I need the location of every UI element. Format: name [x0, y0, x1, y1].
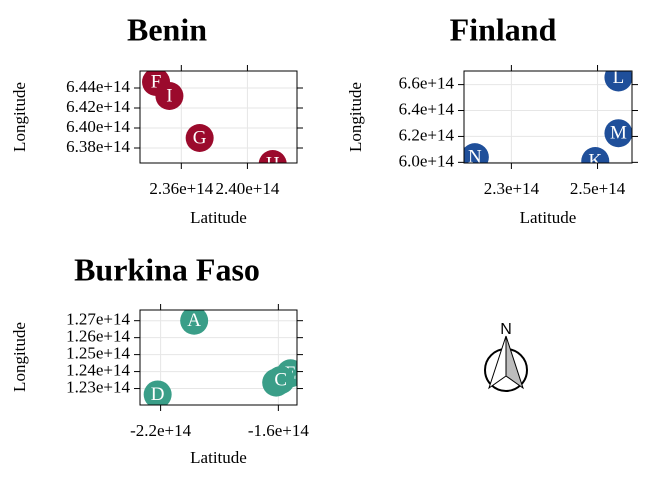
y-tick-label: 6.40e+14 [66, 117, 130, 136]
panel-frame [139, 70, 298, 164]
point-L [604, 71, 632, 92]
panel-finland: Finland L M N K 2.3e+14 2.5e+14 6.0e+14 6.2e+14 6… [346, 11, 638, 227]
y-tick-label: 6.0e+14 [399, 151, 455, 170]
y-axis-label: Longitude [10, 322, 29, 392]
point-label-H: H [266, 154, 280, 175]
point-N [464, 143, 489, 163]
x-axis-label: Latitude [520, 208, 577, 227]
point-H [258, 150, 287, 163]
panel-title: Finland [450, 11, 557, 47]
x-tick-label: -1.6e+14 [248, 421, 310, 440]
x-tick-label: -2.2e+14 [130, 421, 192, 440]
point-label-L: L [613, 67, 625, 88]
point-label-N: N [468, 147, 482, 168]
point-label-G: G [193, 128, 207, 149]
point-label-C: C [274, 370, 287, 391]
point-A [180, 310, 209, 335]
panel-frame [463, 70, 633, 164]
y-tick-label: 1.25e+14 [66, 344, 130, 363]
point-label-M: M [610, 123, 627, 144]
points-group: AEBCD [143, 310, 297, 405]
point-label-I: I [166, 86, 172, 107]
x-tick-label: 2.36e+14 [149, 179, 213, 198]
point-M [604, 119, 632, 148]
x-axis-label: Latitude [190, 208, 247, 227]
y-tick-label: 6.42e+14 [66, 97, 130, 116]
panel-benin: Benin FIG H 2.36e+14 2.40e+14 6.38e+146.40e+1… [10, 11, 303, 227]
point-K [581, 147, 610, 163]
x-tick-label: 2.40e+14 [215, 179, 279, 198]
y-axis-label: Longitude [346, 82, 365, 152]
x-axis-label: Latitude [190, 448, 247, 467]
x-tick-label: 2.5e+14 [570, 179, 626, 198]
point-I [155, 82, 184, 110]
y-tick-label: 6.2e+14 [399, 125, 455, 144]
y-tick-label: 1.23e+14 [66, 377, 130, 396]
y-tick-label: 6.44e+14 [66, 77, 130, 96]
panel-title: Burkina Faso [74, 251, 260, 287]
north-arrow-icon: N [484, 321, 528, 392]
y-tick-label: 1.24e+14 [66, 360, 130, 379]
point-label-D: D [151, 384, 165, 405]
point-label-K: K [588, 151, 602, 172]
north-arrow-label: N [500, 321, 512, 338]
point-G [185, 124, 214, 152]
panels: Benin FIG H 2.36e+14 2.40e+14 6.38e+146.40e+1… [10, 11, 638, 467]
point-C [266, 366, 295, 395]
y-tick-label: 6.6e+14 [399, 74, 455, 93]
point-D [143, 380, 172, 405]
y-axis-label: Longitude [10, 82, 29, 152]
points-group: L M N K [464, 67, 632, 172]
y-tick-label: 6.4e+14 [399, 99, 455, 118]
point-label-F: F [151, 72, 162, 93]
x-tick-label: 2.3e+14 [484, 179, 540, 198]
y-tick-label: 6.38e+14 [66, 137, 130, 156]
panel-burkina-faso: Burkina FasoAEBCD-2.2e+14-1.6e+141.23e+1… [10, 251, 309, 467]
panel-title: Benin [127, 11, 207, 47]
y-tick-label: 1.26e+14 [66, 327, 130, 346]
point-label-A: A [187, 310, 201, 331]
y-tick-label: 1.27e+14 [66, 310, 130, 329]
points-group: FIG H [142, 71, 287, 175]
panel-frame [139, 309, 298, 406]
